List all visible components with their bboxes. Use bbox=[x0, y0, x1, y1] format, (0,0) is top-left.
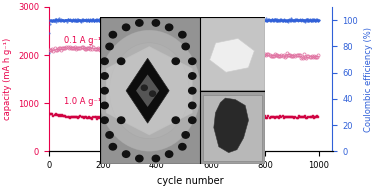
Circle shape bbox=[141, 85, 147, 90]
Y-axis label: capacity (mA h g⁻¹): capacity (mA h g⁻¹) bbox=[3, 38, 12, 120]
Circle shape bbox=[182, 132, 189, 138]
Circle shape bbox=[123, 151, 130, 157]
Circle shape bbox=[101, 73, 108, 79]
Circle shape bbox=[101, 117, 108, 123]
Circle shape bbox=[189, 88, 196, 94]
Circle shape bbox=[106, 132, 113, 138]
Circle shape bbox=[172, 58, 179, 64]
Bar bbox=[203, 95, 262, 161]
Ellipse shape bbox=[109, 43, 189, 139]
Circle shape bbox=[123, 24, 130, 31]
Circle shape bbox=[109, 31, 117, 38]
Circle shape bbox=[152, 155, 159, 162]
Circle shape bbox=[150, 91, 156, 96]
Circle shape bbox=[182, 43, 189, 50]
Circle shape bbox=[118, 58, 125, 64]
Polygon shape bbox=[106, 46, 192, 135]
X-axis label: cycle number: cycle number bbox=[158, 176, 224, 186]
Polygon shape bbox=[209, 38, 255, 72]
Circle shape bbox=[189, 117, 196, 123]
Circle shape bbox=[165, 24, 173, 31]
Bar bbox=[200, 17, 265, 90]
Text: 1.0 A g⁻¹: 1.0 A g⁻¹ bbox=[64, 97, 101, 106]
Ellipse shape bbox=[98, 30, 200, 151]
Circle shape bbox=[136, 20, 143, 26]
Text: 0.1 A g⁻¹: 0.1 A g⁻¹ bbox=[64, 36, 101, 45]
Circle shape bbox=[189, 58, 196, 64]
Polygon shape bbox=[126, 58, 169, 123]
Circle shape bbox=[109, 143, 117, 150]
Circle shape bbox=[179, 143, 186, 150]
Bar bbox=[200, 91, 265, 164]
Y-axis label: Coulombic efficiency (%): Coulombic efficiency (%) bbox=[364, 27, 373, 132]
Polygon shape bbox=[136, 74, 159, 107]
Circle shape bbox=[101, 88, 108, 94]
Circle shape bbox=[189, 102, 196, 109]
Circle shape bbox=[152, 20, 159, 26]
Circle shape bbox=[189, 73, 196, 79]
Circle shape bbox=[165, 151, 173, 157]
Circle shape bbox=[106, 43, 113, 50]
Circle shape bbox=[101, 102, 108, 109]
Circle shape bbox=[136, 155, 143, 162]
Circle shape bbox=[118, 117, 125, 123]
Circle shape bbox=[172, 117, 179, 123]
Circle shape bbox=[101, 58, 108, 64]
Polygon shape bbox=[214, 98, 249, 153]
Circle shape bbox=[179, 31, 186, 38]
